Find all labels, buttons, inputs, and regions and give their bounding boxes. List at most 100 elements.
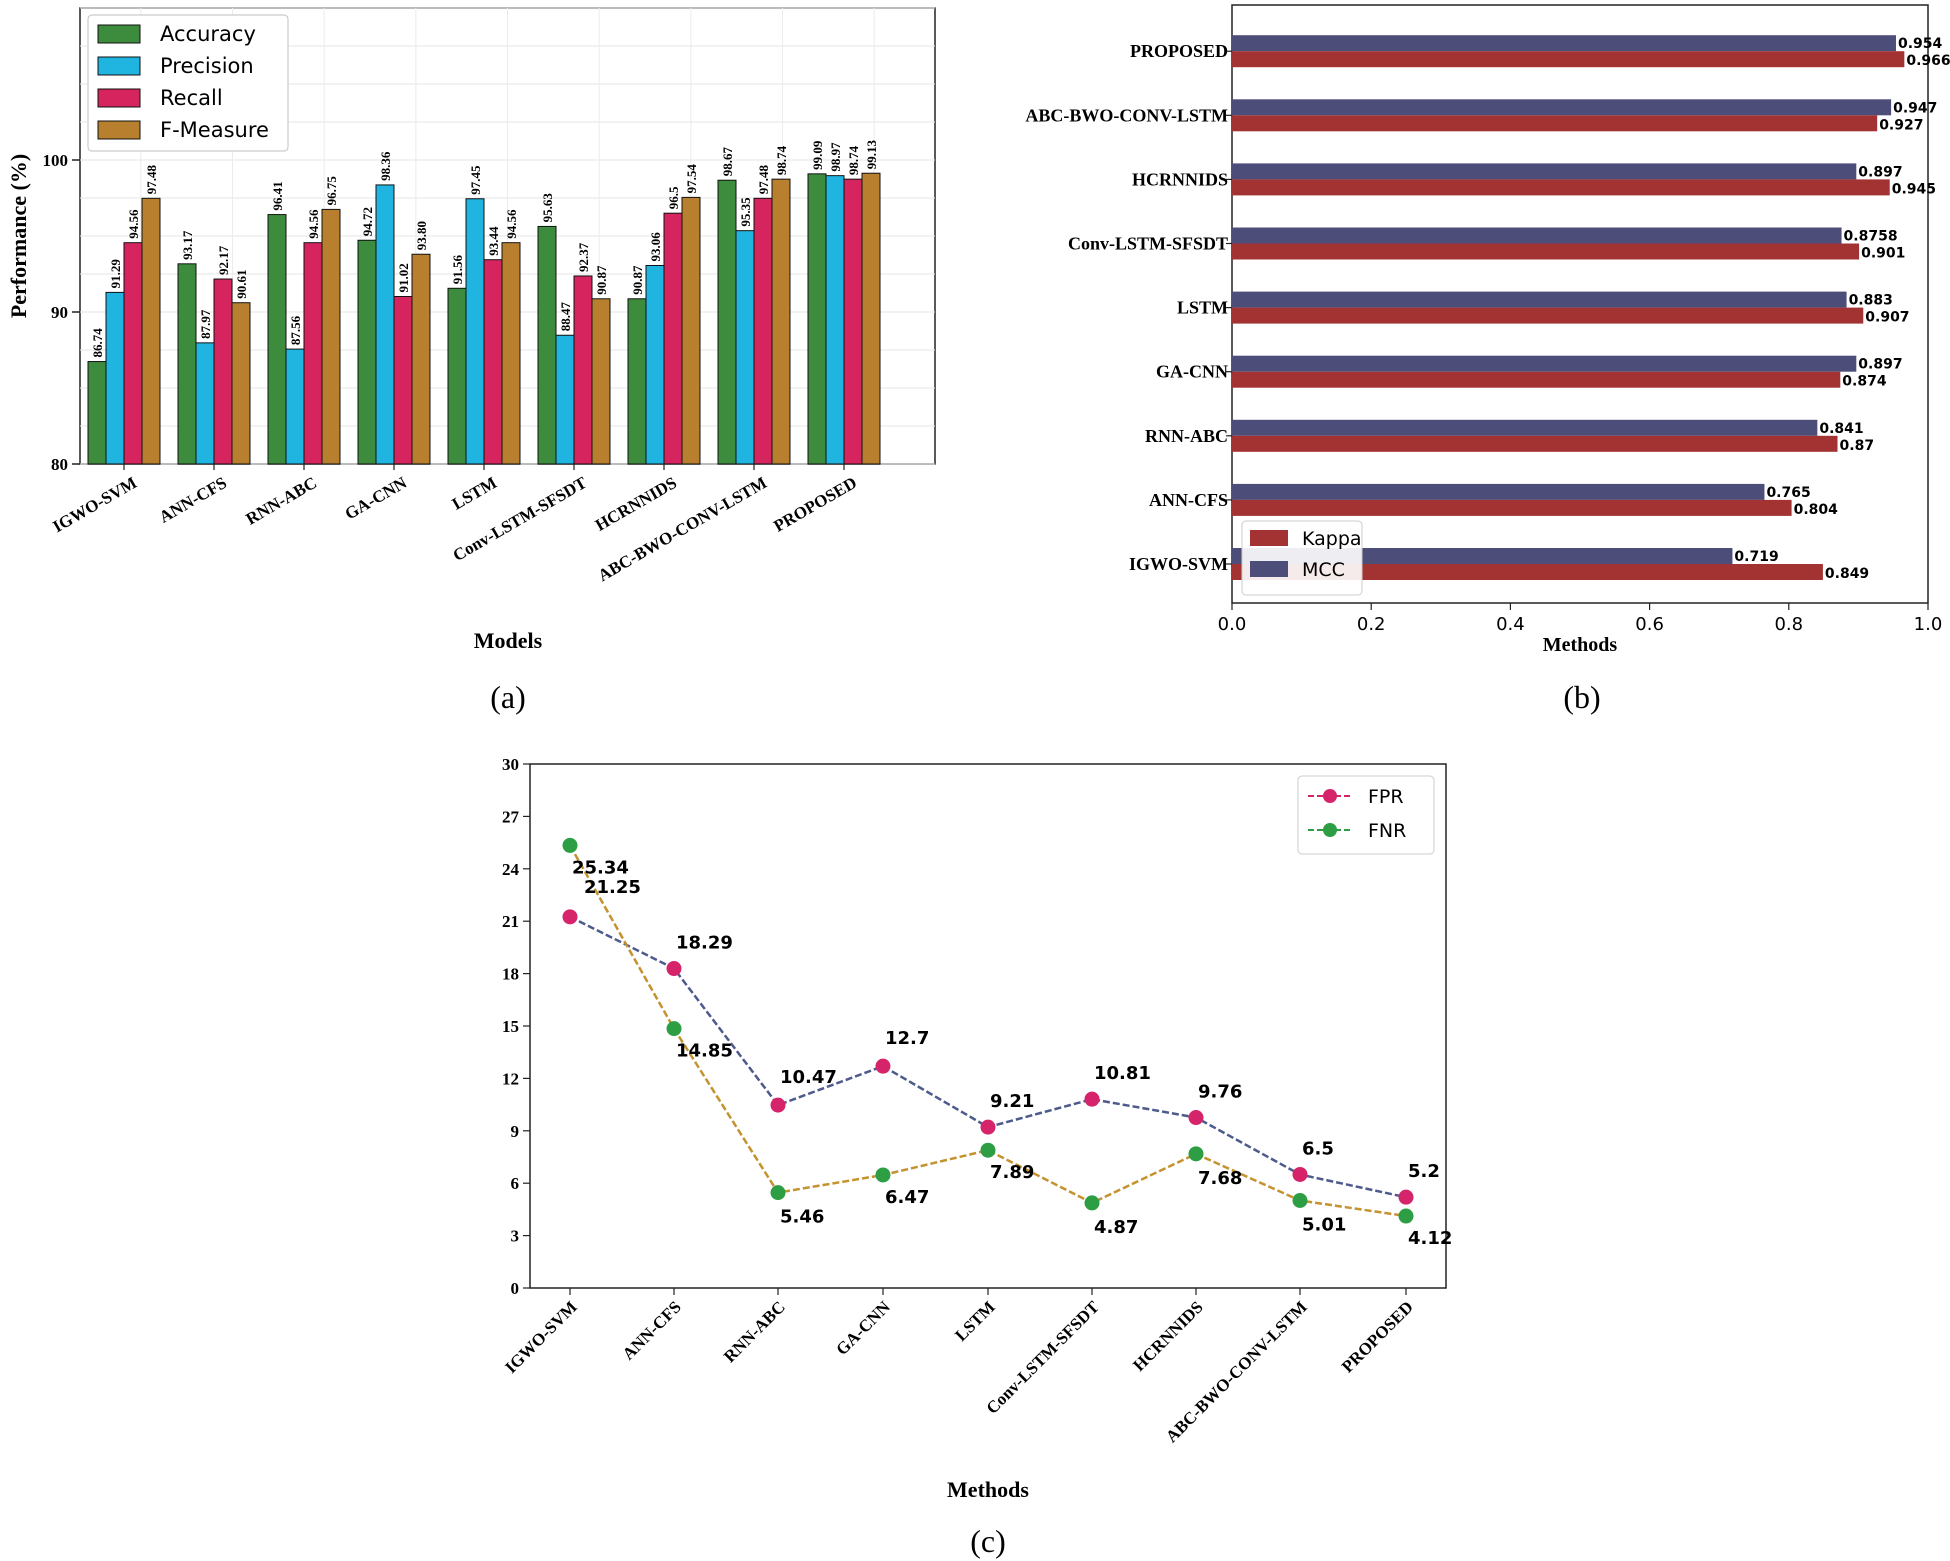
bar-mcc-hcrnnids bbox=[1232, 163, 1857, 180]
bar-value-label: 0.901 bbox=[1861, 246, 1905, 262]
chart-b-y-tick-label: IGWO-SVM bbox=[1129, 554, 1228, 574]
chart-c-y-tick-label: 3 bbox=[511, 1227, 520, 1246]
point-value-label: 10.47 bbox=[780, 1067, 837, 1088]
bar-kappa-conv-lstm-sfsdt bbox=[1232, 243, 1860, 260]
bar-value-label: 0.927 bbox=[1879, 117, 1923, 133]
bar-kappa-proposed bbox=[1232, 51, 1905, 68]
legend-label-accuracy: Accuracy bbox=[160, 22, 256, 46]
bar-value-label: 96.75 bbox=[324, 176, 339, 206]
chart-b-x-tick-label: 0.0 bbox=[1218, 614, 1247, 635]
bar-recall-conv-lstm-sfsdt bbox=[573, 275, 593, 465]
bar-value-label: 94.72 bbox=[360, 207, 375, 236]
chart-a-x-tick-label: HCRNNIDS bbox=[592, 473, 680, 535]
bar-value-label: 92.17 bbox=[216, 245, 231, 275]
chart-c-y-tick-label: 18 bbox=[502, 965, 519, 984]
bar-f-measure-lstm bbox=[501, 242, 521, 465]
bar-value-label: 0.947 bbox=[1893, 100, 1937, 116]
point-value-label: 9.21 bbox=[990, 1091, 1034, 1112]
point-value-label: 21.25 bbox=[584, 877, 641, 898]
legend-label-fpr: FPR bbox=[1368, 786, 1404, 808]
bar-value-label: 95.35 bbox=[738, 197, 753, 227]
point-value-label: 6.47 bbox=[885, 1187, 929, 1208]
chart-b-x-tick-label: 0.2 bbox=[1357, 614, 1386, 635]
bar-value-label: 95.63 bbox=[540, 193, 555, 223]
bar-value-label: 90.87 bbox=[630, 265, 645, 295]
bar-kappa-igwo-svm bbox=[1232, 564, 1823, 580]
chart-c-x-tick-label: ANN-CFS bbox=[619, 1297, 685, 1363]
chart-b-y-tick-label: LSTM bbox=[1177, 298, 1228, 318]
chart-c-y-tick-label: 12 bbox=[502, 1069, 519, 1088]
bar-accuracy-hcrnnids bbox=[627, 298, 647, 465]
chart-c: 0 3 6 9 12 15 18 21 24 27 30 IGWO-SVM ANN-CFS RNN-ABC… bbox=[501, 755, 1452, 1559]
bar-value-label: 0.874 bbox=[1842, 374, 1887, 390]
point-value-label: 4.12 bbox=[1408, 1228, 1452, 1249]
chart-b-x-axis-title: Methods bbox=[1543, 634, 1618, 656]
chart-c-y-tick-label: 15 bbox=[502, 1017, 519, 1036]
bar-value-label: 93.44 bbox=[486, 226, 501, 256]
point-value-label: 25.34 bbox=[572, 857, 629, 878]
legend-swatch-accuracy bbox=[97, 24, 141, 44]
chart-c-x-tick-label: HCRNNIDS bbox=[1129, 1297, 1207, 1375]
bar-value-label: 91.02 bbox=[396, 263, 411, 292]
point-fnr-hcrnnids bbox=[1188, 1146, 1204, 1162]
legend-label-recall: Recall bbox=[160, 86, 223, 110]
chart-b-x-tick-label: 0.8 bbox=[1774, 614, 1803, 635]
bar-value-label: 90.61 bbox=[234, 269, 249, 298]
bar-value-label: 94.56 bbox=[126, 209, 141, 239]
bar-accuracy-proposed bbox=[807, 173, 827, 465]
chart-c-legend: FPR FNR bbox=[1297, 775, 1435, 855]
bar-value-label: 0.765 bbox=[1766, 485, 1810, 501]
bar-value-label: 94.56 bbox=[306, 209, 321, 239]
bar-f-measure-abc-bwo-conv-lstm bbox=[771, 178, 791, 465]
point-value-label: 12.7 bbox=[885, 1028, 929, 1049]
legend-swatch-precision bbox=[97, 56, 141, 76]
bar-value-label: 98.74 bbox=[846, 145, 861, 175]
bar-precision-ann-cfs bbox=[195, 342, 215, 465]
legend-label-mcc: MCC bbox=[1302, 559, 1345, 581]
chart-a-panel-label: (a) bbox=[490, 679, 526, 715]
chart-c-x-tick-label: RNN-ABC bbox=[720, 1297, 789, 1366]
chart-a-y-tick-label: 100 bbox=[43, 151, 69, 170]
bar-precision-abc-bwo-conv-lstm bbox=[735, 230, 755, 465]
point-value-label: 5.46 bbox=[780, 1207, 824, 1228]
point-fnr-proposed bbox=[1398, 1208, 1414, 1224]
chart-c-x-tick-label: PROPOSED bbox=[1338, 1297, 1417, 1376]
point-value-label: 7.68 bbox=[1198, 1168, 1242, 1189]
bar-recall-rnn-abc bbox=[303, 242, 323, 465]
legend-swatch-recall bbox=[97, 88, 141, 108]
bar-accuracy-ann-cfs bbox=[177, 263, 197, 465]
bar-value-label: 97.45 bbox=[468, 165, 483, 195]
bar-value-label: 93.17 bbox=[180, 230, 195, 260]
bar-value-label: 97.54 bbox=[684, 164, 699, 194]
bar-value-label: 0.883 bbox=[1849, 293, 1893, 309]
chart-b-y-tick-label: ANN-CFS bbox=[1149, 490, 1228, 510]
chart-c-y-tick-label: 27 bbox=[502, 807, 520, 826]
bar-f-measure-igwo-svm bbox=[141, 197, 161, 465]
chart-a-x-tick-label: ABC-BWO-CONV-LSTM bbox=[595, 473, 770, 585]
chart-c-y-tick-label: 6 bbox=[511, 1174, 520, 1193]
bar-value-label: 86.74 bbox=[90, 328, 105, 358]
chart-a-y-tick-label: 90 bbox=[51, 303, 68, 322]
chart-a-x-tick-label: RNN-ABC bbox=[243, 473, 320, 529]
point-fnr-abc-bwo-conv-lstm bbox=[1292, 1192, 1308, 1208]
bar-precision-igwo-svm bbox=[105, 291, 125, 465]
point-fpr-lstm bbox=[980, 1119, 996, 1135]
bar-accuracy-igwo-svm bbox=[87, 361, 107, 465]
bar-value-label: 0.841 bbox=[1819, 421, 1863, 437]
chart-c-y-tick-label: 0 bbox=[511, 1279, 520, 1298]
chart-a: 86.7491.2994.5697.4893.1787.9792.1790.61… bbox=[6, 7, 936, 715]
bar-recall-ga-cnn bbox=[393, 295, 413, 465]
point-fnr-igwo-svm bbox=[562, 837, 578, 853]
bar-recall-proposed bbox=[843, 178, 863, 465]
chart-b-y-tick-label: GA-CNN bbox=[1156, 362, 1228, 382]
legend-label-precision: Precision bbox=[160, 54, 254, 78]
bar-precision-rnn-abc bbox=[285, 348, 305, 465]
bar-value-label: 97.48 bbox=[756, 165, 771, 195]
point-value-label: 7.89 bbox=[990, 1162, 1034, 1183]
bar-value-label: 0.804 bbox=[1794, 502, 1839, 518]
bar-value-label: 93.80 bbox=[414, 221, 429, 250]
point-fnr-ga-cnn bbox=[875, 1167, 891, 1183]
chart-b-x-tick-label: 0.4 bbox=[1496, 614, 1525, 635]
bar-value-label: 0.719 bbox=[1734, 549, 1778, 565]
line-fnr bbox=[568, 844, 1407, 1218]
